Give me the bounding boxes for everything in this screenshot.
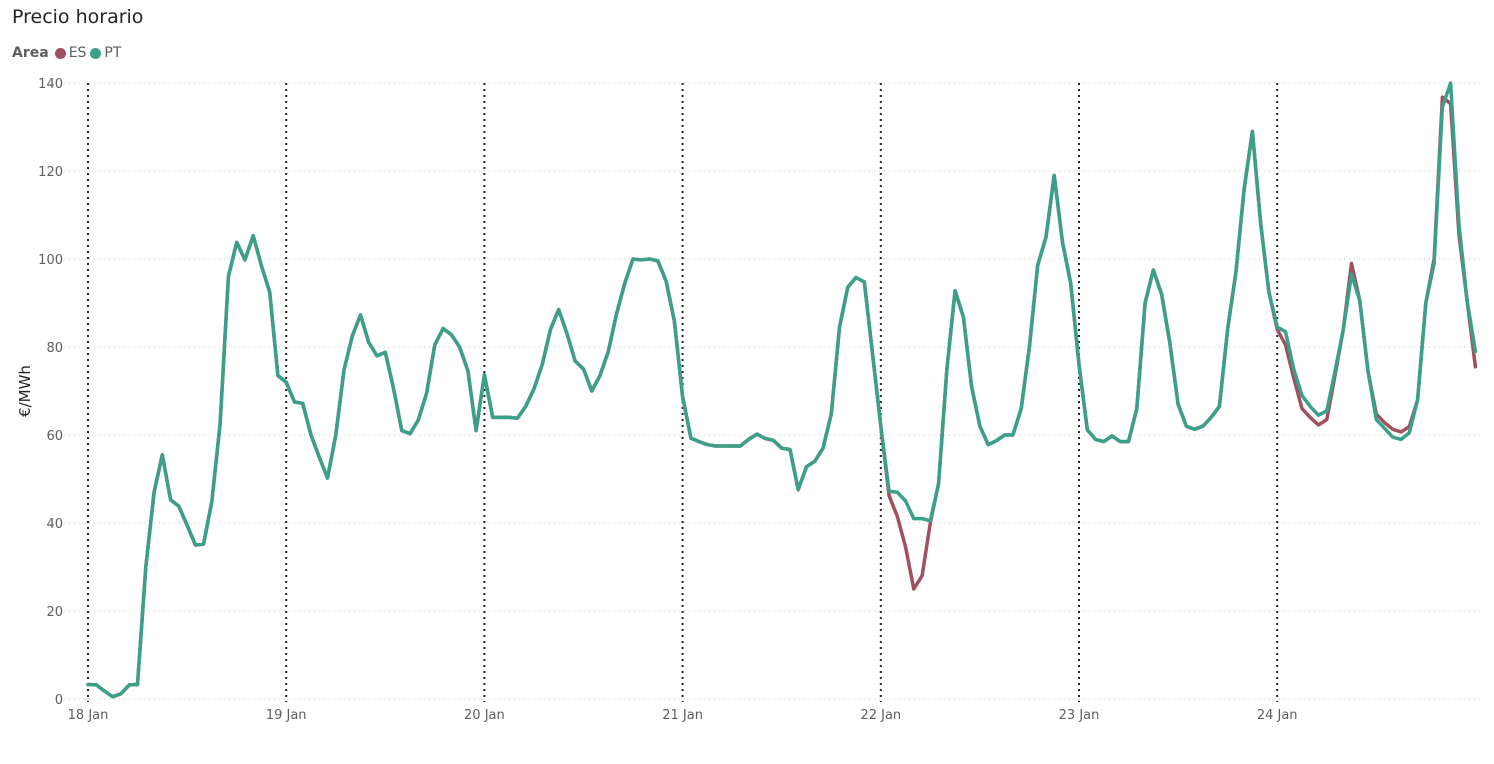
y-axis-label: €/MWh [16,365,34,417]
x-tick-label: 23 Jan [1059,708,1100,723]
legend-item-pt[interactable]: PT [90,45,121,61]
y-tick-label: 120 [38,165,63,180]
x-tick-label: 19 Jan [266,708,307,723]
y-tick-label: 80 [46,341,63,356]
x-tick-label: 22 Jan [860,708,901,723]
vertical-gridlines [87,83,1279,702]
y-axis-ticks: 0 20 40 60 80 100 120 140 [38,77,63,708]
legend-marker-es [54,47,66,59]
y-tick-label: 100 [38,253,63,268]
x-tick-label: 24 Jan [1257,708,1298,723]
series-line-es[interactable] [86,95,1478,699]
legend-marker-pt [90,47,102,59]
legend-label-pt: PT [104,45,122,61]
series-lines [86,81,1478,699]
horizontal-gridlines [64,82,1482,700]
x-tick-label: 18 Jan [68,708,109,723]
series-line-pt[interactable] [86,81,1478,699]
legend-label-es: ES [68,45,87,61]
y-tick-label: 20 [46,605,63,620]
y-tick-label: 60 [46,429,63,444]
x-tick-label: 21 Jan [662,708,703,723]
x-tick-label: 20 Jan [464,708,505,723]
legend-item-es[interactable]: ES [54,45,87,61]
legend-title: Area [12,45,49,61]
legend: Area ES PT [12,45,125,61]
y-tick-label: 0 [55,693,63,708]
chart-title: Precio horario [12,6,144,28]
y-tick-label: 40 [46,517,63,532]
y-tick-label: 140 [38,77,63,92]
x-axis-ticks: 18 Jan 19 Jan 20 Jan 21 Jan 22 Jan 23 Jan 24 J… [68,708,1298,723]
